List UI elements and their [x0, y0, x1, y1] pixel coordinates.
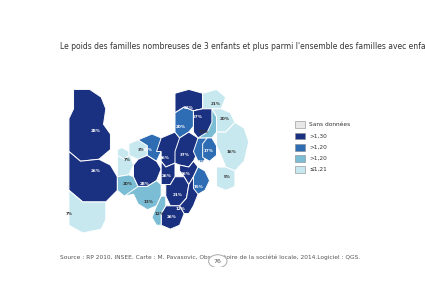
Polygon shape	[161, 161, 175, 184]
Text: 20%: 20%	[220, 118, 230, 122]
Text: 28%: 28%	[140, 182, 150, 185]
Text: 13%: 13%	[144, 200, 153, 204]
Text: 76: 76	[214, 259, 222, 264]
Text: Source : RP 2010, INSEE. Carte : M. Pavasovic, Observatoire de la société locale: Source : RP 2010, INSEE. Carte : M. Pava…	[60, 254, 360, 260]
Text: 12%: 12%	[176, 207, 186, 211]
Polygon shape	[152, 196, 166, 225]
FancyBboxPatch shape	[295, 133, 305, 140]
Polygon shape	[175, 89, 203, 113]
Text: 22%: 22%	[184, 106, 194, 110]
Text: 26%: 26%	[162, 174, 172, 178]
Text: 37%: 37%	[179, 153, 189, 158]
Text: 3%: 3%	[138, 148, 145, 152]
Text: 20%: 20%	[176, 125, 186, 129]
Text: 21%: 21%	[210, 102, 220, 106]
Text: 26%: 26%	[160, 156, 170, 160]
Text: Sans données: Sans données	[309, 122, 350, 128]
Text: 17%: 17%	[196, 160, 205, 164]
FancyBboxPatch shape	[295, 122, 305, 128]
Text: >1,20: >1,20	[309, 145, 327, 150]
Polygon shape	[166, 177, 189, 206]
Polygon shape	[216, 167, 235, 190]
Polygon shape	[69, 190, 106, 233]
Polygon shape	[193, 109, 216, 138]
Polygon shape	[193, 138, 212, 163]
Text: 20%: 20%	[199, 130, 209, 134]
Polygon shape	[216, 122, 249, 171]
Polygon shape	[180, 161, 198, 184]
Circle shape	[209, 255, 227, 268]
Polygon shape	[175, 107, 193, 138]
Polygon shape	[69, 152, 117, 202]
FancyBboxPatch shape	[295, 155, 305, 162]
Text: 26%: 26%	[91, 169, 100, 173]
Text: 28%: 28%	[91, 129, 100, 133]
FancyBboxPatch shape	[295, 166, 305, 173]
Polygon shape	[193, 109, 212, 138]
Text: 20%: 20%	[123, 182, 133, 187]
Polygon shape	[129, 140, 147, 159]
Text: >1,20: >1,20	[309, 156, 327, 161]
Text: 26%: 26%	[167, 214, 176, 218]
Text: 16%: 16%	[227, 151, 236, 154]
Text: ≤1,21: ≤1,21	[309, 167, 327, 172]
Polygon shape	[203, 138, 216, 161]
Polygon shape	[180, 177, 198, 214]
Text: 5%: 5%	[224, 175, 230, 179]
Text: 17%: 17%	[204, 148, 213, 152]
Polygon shape	[161, 206, 184, 229]
Polygon shape	[69, 89, 110, 161]
Text: Le poids des familles nombreuses de 3 enfants et plus parmi l'ensemble des famil: Le poids des familles nombreuses de 3 en…	[60, 42, 425, 51]
Polygon shape	[124, 181, 161, 210]
Polygon shape	[193, 167, 210, 194]
Polygon shape	[175, 132, 198, 167]
Polygon shape	[138, 134, 161, 161]
Text: 12%: 12%	[155, 212, 165, 216]
Polygon shape	[117, 148, 133, 177]
Polygon shape	[212, 109, 235, 132]
Text: >1,30: >1,30	[309, 134, 327, 139]
Text: 21%: 21%	[173, 193, 182, 197]
Polygon shape	[117, 148, 129, 159]
Text: 26%: 26%	[181, 172, 190, 176]
Polygon shape	[156, 132, 180, 167]
Text: 15%: 15%	[193, 185, 203, 189]
Text: 20%: 20%	[142, 148, 152, 152]
Polygon shape	[133, 155, 161, 186]
Text: 7%: 7%	[124, 158, 131, 162]
Polygon shape	[203, 89, 226, 109]
Text: 7%: 7%	[65, 212, 72, 216]
FancyBboxPatch shape	[295, 144, 305, 151]
Text: 27%: 27%	[193, 115, 203, 119]
Polygon shape	[117, 175, 138, 196]
